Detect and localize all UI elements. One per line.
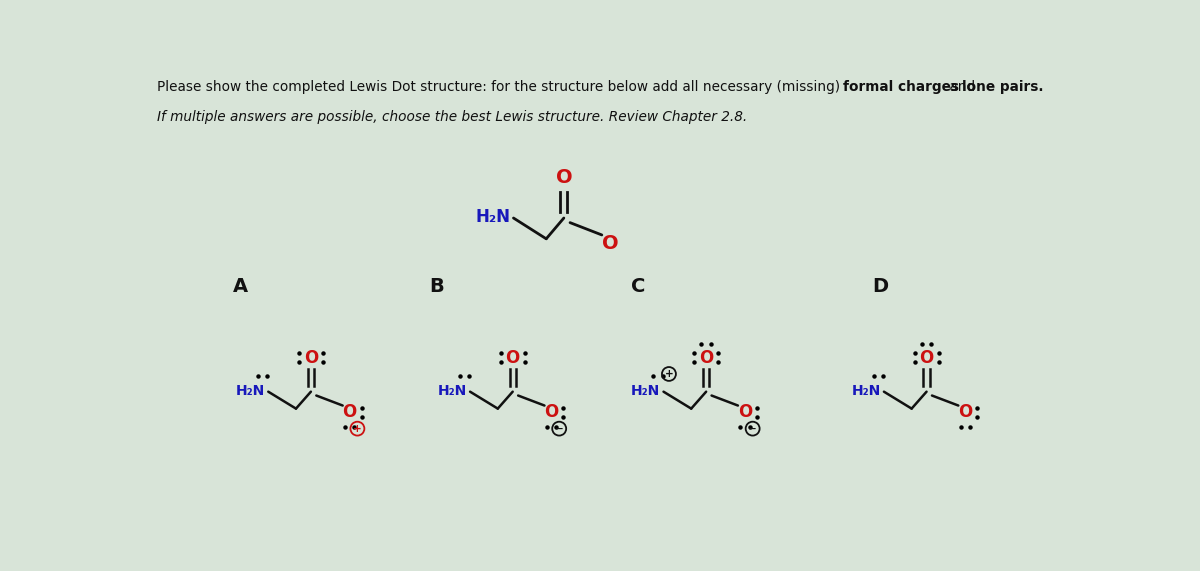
Text: lone pairs.: lone pairs. bbox=[962, 79, 1043, 94]
Text: O: O bbox=[700, 349, 713, 367]
Text: Please show the completed Lewis Dot structure: for the structure below add all n: Please show the completed Lewis Dot stru… bbox=[157, 79, 845, 94]
Text: O: O bbox=[556, 168, 572, 187]
Text: −: − bbox=[749, 424, 757, 433]
Text: O: O bbox=[738, 404, 752, 421]
Text: If multiple answers are possible, choose the best Lewis structure. Review Chapte: If multiple answers are possible, choose… bbox=[157, 110, 748, 124]
Text: D: D bbox=[872, 277, 888, 296]
Text: A: A bbox=[233, 277, 247, 296]
Text: C: C bbox=[631, 277, 646, 296]
Text: +: + bbox=[665, 369, 673, 379]
Text: +: + bbox=[353, 424, 361, 433]
Text: O: O bbox=[505, 349, 520, 367]
Text: −: − bbox=[554, 424, 564, 433]
Text: O: O bbox=[602, 234, 619, 253]
Text: and: and bbox=[946, 79, 979, 94]
Text: H₂N: H₂N bbox=[236, 384, 265, 398]
Text: O: O bbox=[919, 349, 934, 367]
Text: H₂N: H₂N bbox=[438, 384, 467, 398]
Text: O: O bbox=[545, 404, 558, 421]
Text: H₂N: H₂N bbox=[475, 208, 510, 226]
Text: H₂N: H₂N bbox=[631, 384, 660, 398]
Text: formal charges: formal charges bbox=[842, 79, 959, 94]
Text: B: B bbox=[430, 277, 444, 296]
Text: O: O bbox=[958, 404, 972, 421]
Text: O: O bbox=[304, 349, 318, 367]
Text: O: O bbox=[342, 404, 356, 421]
Text: H₂N: H₂N bbox=[852, 384, 881, 398]
